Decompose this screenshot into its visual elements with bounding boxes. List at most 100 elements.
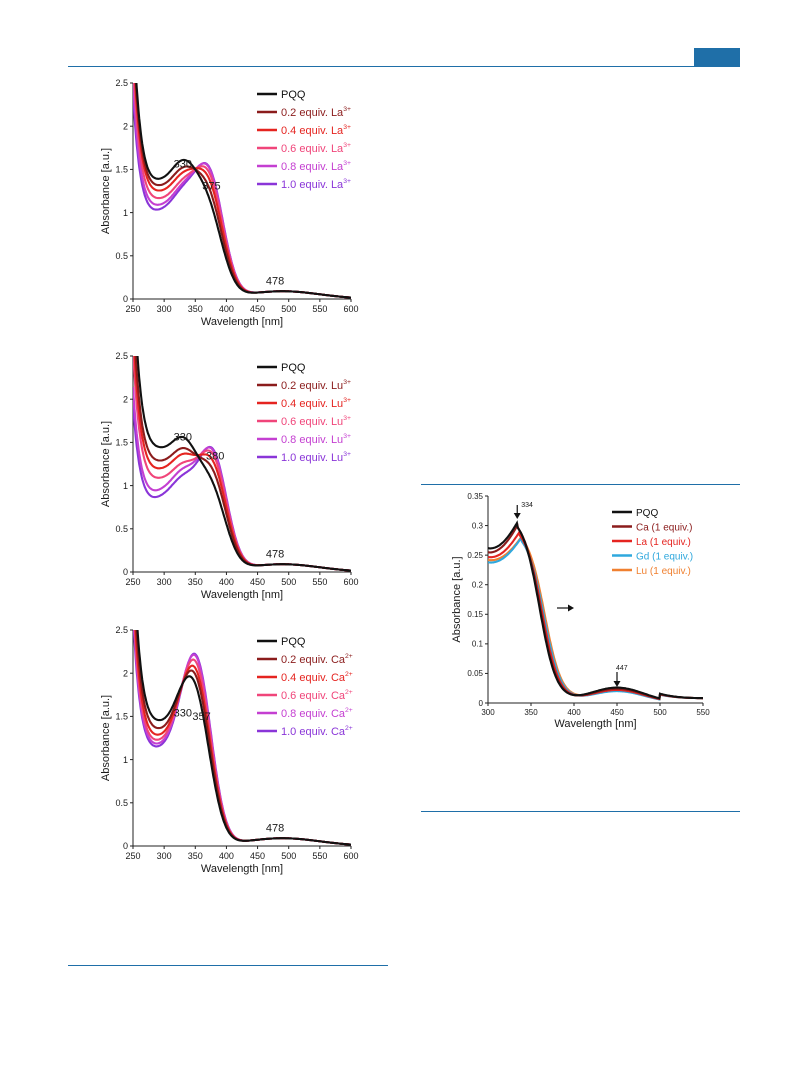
x-tick-label: 550 xyxy=(312,577,327,587)
legend-charge-superscript: 2+ xyxy=(345,725,353,732)
x-tick-label: 500 xyxy=(653,708,667,717)
series-line xyxy=(133,403,351,572)
legend-charge-superscript: 3+ xyxy=(343,433,351,440)
x-tick-label: 550 xyxy=(312,851,327,861)
series-line xyxy=(133,386,351,572)
x-tick-label: 350 xyxy=(524,708,538,717)
legend-charge-superscript: 2+ xyxy=(345,689,353,696)
peak-label: 478 xyxy=(266,548,284,560)
legend-charge-superscript: 2+ xyxy=(345,653,353,660)
peak-label: 478 xyxy=(266,275,284,287)
y-tick-label: 0.5 xyxy=(115,524,128,534)
x-tick-label: 450 xyxy=(250,577,265,587)
peak-label: 380 xyxy=(206,451,224,463)
x-tick-label: 300 xyxy=(157,304,172,314)
y-tick-label: 1 xyxy=(123,208,128,218)
y-tick-label: 2.5 xyxy=(115,351,128,361)
legend-label: PQQ xyxy=(281,362,306,374)
legend-label: 1.0 equiv. Lu3+ xyxy=(281,451,351,464)
legend-label: 0.8 equiv. La3+ xyxy=(281,160,351,173)
x-tick-label: 300 xyxy=(481,708,495,717)
y-tick-label: 0 xyxy=(479,699,484,708)
legend-charge-superscript: 3+ xyxy=(343,106,351,113)
y-tick-label: 2 xyxy=(123,394,128,404)
x-tick-label: 550 xyxy=(696,708,710,717)
y-tick-label: 1 xyxy=(123,481,128,491)
x-tick-label: 500 xyxy=(281,851,296,861)
series-line xyxy=(135,83,351,299)
y-axis-label: Absorbance [a.u.] xyxy=(100,695,112,781)
x-tick-label: 350 xyxy=(188,304,203,314)
y-tick-label: 2 xyxy=(123,668,128,678)
y-tick-label: 2.5 xyxy=(115,78,128,88)
y-tick-label: 0 xyxy=(123,841,128,851)
x-tick-label: 600 xyxy=(343,577,358,587)
x-tick-label: 400 xyxy=(219,304,234,314)
chart-metal-comparison: 300 350 400 450 500 550 0 0.05 0.1 0.15 0.2 0.25 0.3… xyxy=(451,492,710,730)
y-axis-label: Absorbance [a.u.] xyxy=(100,421,112,507)
legend-label: Gd (1 equiv.) xyxy=(636,551,693,562)
y-tick-label: 2.5 xyxy=(115,625,128,635)
legend-label: PQQ xyxy=(636,508,658,519)
legend-label: 1.0 equiv. Ca2+ xyxy=(281,725,353,738)
legend-charge-superscript: 3+ xyxy=(343,397,351,404)
x-axis-label: Wavelength [nm] xyxy=(201,589,283,601)
legend-charge-superscript: 2+ xyxy=(345,671,353,678)
x-tick-label: 500 xyxy=(281,577,296,587)
legend-charge-superscript: 3+ xyxy=(343,142,351,149)
x-tick-label: 400 xyxy=(567,708,581,717)
x-tick-label: 350 xyxy=(188,577,203,587)
x-tick-label: 550 xyxy=(312,304,327,314)
legend-label: PQQ xyxy=(281,89,306,101)
legend-label: 0.4 equiv. Ca2+ xyxy=(281,671,353,684)
y-tick-label: 0 xyxy=(123,567,128,577)
x-tick-label: 300 xyxy=(157,851,172,861)
legend-label: 0.8 equiv. Ca2+ xyxy=(281,707,353,720)
x-tick-label: 600 xyxy=(343,304,358,314)
y-axis-label: Absorbance [a.u.] xyxy=(451,556,463,642)
legend-charge-superscript: 3+ xyxy=(343,379,351,386)
chart-la-titration: 250 300 350 400 450 500 550 600 0 0.5 1 1.5 2 2.5 Wave… xyxy=(100,78,359,328)
caption-rule-right-bottom xyxy=(421,811,740,812)
x-tick-label: 250 xyxy=(125,577,140,587)
x-tick-label: 500 xyxy=(281,304,296,314)
x-axis-label: Wavelength [nm] xyxy=(554,718,636,730)
x-tick-label: 300 xyxy=(157,577,172,587)
y-tick-label: 0.5 xyxy=(115,251,128,261)
legend-label: Ca (1 equiv.) xyxy=(636,522,693,533)
x-tick-label: 450 xyxy=(610,708,624,717)
x-tick-label: 250 xyxy=(125,304,140,314)
shift-arrow-head xyxy=(568,604,574,612)
y-tick-label: 0.15 xyxy=(467,610,483,619)
peak-label: 375 xyxy=(202,180,220,192)
header-rule xyxy=(68,66,740,67)
x-tick-label: 450 xyxy=(250,304,265,314)
y-tick-label: 1.5 xyxy=(115,712,128,722)
legend-label: 0.2 equiv. Lu3+ xyxy=(281,379,351,392)
y-tick-label: 0 xyxy=(123,294,128,304)
legend-charge-superscript: 3+ xyxy=(343,451,351,458)
y-tick-label: 0.5 xyxy=(115,798,128,808)
x-axis-label: Wavelength [nm] xyxy=(201,863,283,875)
legend-charge-superscript: 3+ xyxy=(343,415,351,422)
y-tick-label: 1.5 xyxy=(115,165,128,175)
legend-label: 0.6 equiv. La3+ xyxy=(281,142,351,155)
legend-charge-superscript: 2+ xyxy=(345,707,353,714)
x-tick-label: 400 xyxy=(219,851,234,861)
y-tick-label: 0.1 xyxy=(472,640,484,649)
x-tick-label: 450 xyxy=(250,851,265,861)
y-tick-label: 0.3 xyxy=(472,521,484,530)
legend-label: 0.8 equiv. Lu3+ xyxy=(281,433,351,446)
caption-rule-bottom-left xyxy=(68,965,388,966)
caption-rule-right-top xyxy=(421,484,740,485)
peak-label: 330 xyxy=(174,707,192,719)
chart-lu-titration: 250 300 350 400 450 500 550 600 0 0.5 1 1.5 2 2.5 Wave… xyxy=(100,351,359,601)
y-tick-label: 0.05 xyxy=(467,669,483,678)
series-line xyxy=(488,520,703,700)
peak-label: 357 xyxy=(192,711,210,723)
peak-arrow-head xyxy=(613,681,621,687)
legend-label: Lu (1 equiv.) xyxy=(636,566,691,577)
legend-label: 0.4 equiv. Lu3+ xyxy=(281,397,351,410)
peak-label: 478 xyxy=(266,822,284,834)
x-tick-label: 350 xyxy=(188,851,203,861)
